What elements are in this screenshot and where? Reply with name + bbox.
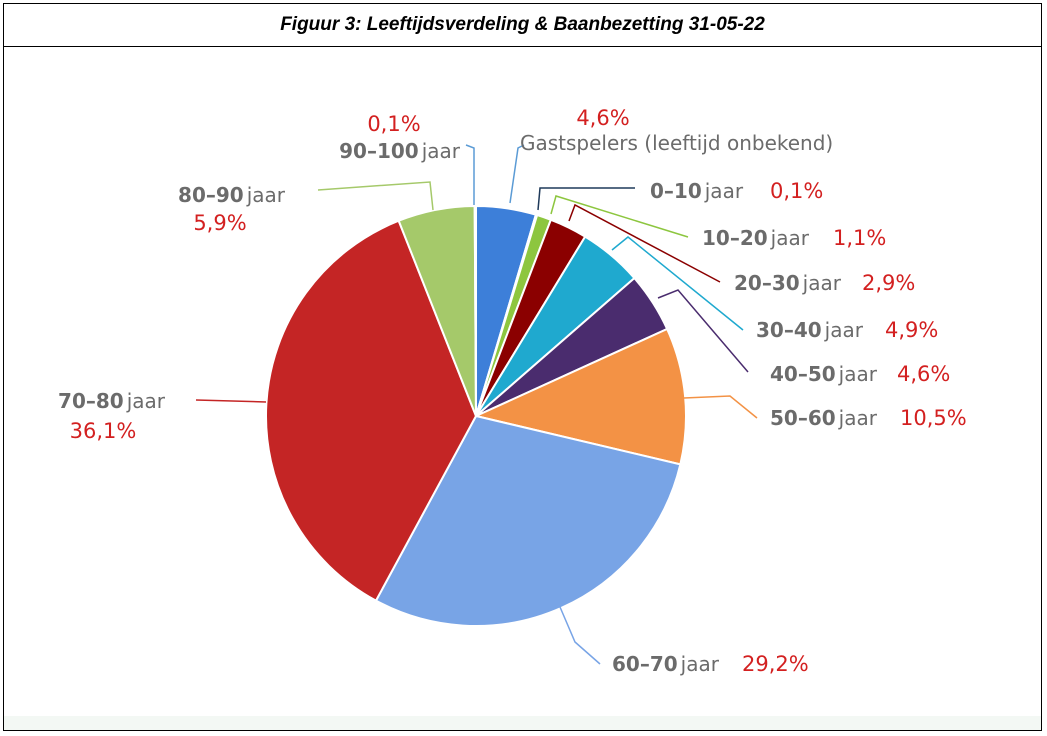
figure-title: Figuur 3: Leeftijdsverdeling & Baanbezet… (280, 14, 765, 35)
slice-range-11: 90–100 (339, 139, 419, 163)
slice-label-10: 80–90 jaar (178, 183, 286, 207)
slice-range-4: 20–30 (734, 271, 800, 295)
slice-value-3: 1,1% (833, 226, 886, 250)
slice-unit-2: jaar (704, 179, 744, 203)
slice-label-5: 30–40 jaar (756, 318, 864, 342)
slice-range-9: 70–80 (58, 389, 124, 413)
slice-unit-4: jaar (802, 271, 842, 295)
leader-line-6 (657, 289, 749, 373)
slice-value-9: 36,1% (70, 419, 137, 443)
slice-unit-5: jaar (824, 318, 864, 342)
slice-range-3: 10–20 (702, 226, 768, 250)
leader-line-9 (195, 399, 267, 403)
slice-unit-3: jaar (770, 226, 810, 250)
leader-line-4 (568, 203, 721, 283)
slice-value-8: 29,2% (742, 652, 809, 676)
title-bar: Figuur 3: Leeftijdsverdeling & Baanbezet… (4, 4, 1041, 47)
slice-label-11: 90–100 jaar (339, 139, 461, 163)
slice-labels: Gastspelers (leeftijd onbekend)4,6%0–10 j… (58, 106, 967, 676)
slice-value-4: 2,9% (862, 271, 915, 295)
slice-range-8: 60–70 (612, 652, 678, 676)
slice-unit-7: jaar (838, 406, 878, 430)
slice-label-6: 40–50 jaar (770, 362, 878, 386)
slice-label-3: 10–20 jaar (702, 226, 810, 250)
pie-slice-9 (264, 219, 478, 603)
leader-line-2 (537, 187, 635, 211)
leader-line-7 (683, 395, 758, 419)
slice-value-7: 10,5% (900, 406, 967, 430)
slice-range-6: 40–50 (770, 362, 836, 386)
pie-slices (264, 204, 687, 627)
slice-value-6: 4,6% (897, 362, 950, 386)
slice-label-2: 0–10 jaar (650, 179, 744, 203)
leader-line-1 (509, 144, 525, 204)
slice-label-1: Gastspelers (leeftijd onbekend) (520, 131, 833, 155)
pie-slice-8 (374, 414, 682, 627)
leader-line-11 (465, 144, 475, 205)
slice-label-9: 70–80 jaar (58, 389, 166, 413)
slice-unit-10: jaar (246, 183, 286, 207)
leader-line-10 (317, 181, 434, 211)
slice-value-11: 0,1% (367, 112, 420, 136)
slice-value-2: 0,1% (770, 179, 823, 203)
slice-range-2: 0–10 (650, 179, 702, 203)
pie-slice-11 (473, 204, 477, 417)
slice-value-10: 5,9% (193, 211, 246, 235)
slice-unit-9: jaar (126, 389, 166, 413)
leader-line-3 (550, 195, 689, 238)
leader-lines (195, 144, 758, 665)
slice-unit-11: jaar (421, 139, 461, 163)
slice-label-7: 50–60 jaar (770, 406, 878, 430)
slice-unit-8: jaar (680, 652, 720, 676)
slice-unit-6: jaar (838, 362, 878, 386)
slice-range-7: 50–60 (770, 406, 836, 430)
slice-value-1: 4,6% (576, 106, 629, 130)
pie-slice-7 (472, 327, 687, 466)
slice-label-4: 20–30 jaar (734, 271, 842, 295)
bottom-strip (4, 716, 1041, 730)
slice-range-5: 30–40 (756, 318, 822, 342)
slice-range-10: 80–90 (178, 183, 244, 207)
slice-value-5: 4,9% (885, 318, 938, 342)
leader-line-8 (559, 606, 601, 665)
slice-label-8: 60–70 jaar (612, 652, 720, 676)
leader-line-5 (611, 236, 744, 331)
